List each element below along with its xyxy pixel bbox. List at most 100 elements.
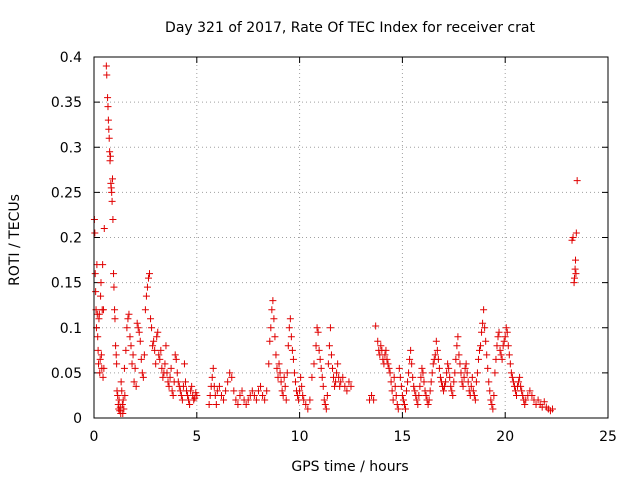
data-point [103,71,111,79]
data-point [480,306,488,314]
data-point [117,378,125,386]
data-point [461,364,469,372]
data-point [257,382,265,390]
data-point [94,333,102,341]
data-point [427,378,435,386]
data-point [451,369,459,377]
data-point [463,369,471,377]
data-point [377,342,385,350]
data-point [453,342,461,350]
data-point [428,369,436,377]
data-point [271,333,279,341]
data-point [119,409,127,417]
data-point [254,387,262,395]
data-point [300,396,308,404]
data-point [128,360,136,368]
data-point [104,103,112,111]
data-point [404,378,412,386]
data-point [424,400,432,408]
y-tick-label: 0.25 [51,185,82,201]
data-point [518,387,526,395]
data-point [179,382,187,390]
data-point [333,369,341,377]
y-tick-label: 0.2 [60,231,82,247]
data-point [162,342,170,350]
data-point [494,333,502,341]
data-point [458,378,466,386]
data-point [91,270,99,278]
data-point [502,324,510,332]
data-point [155,351,163,359]
data-point [133,319,141,327]
data-point [187,387,195,395]
data-point [118,387,126,395]
data-point [108,197,116,205]
data-point [392,391,400,399]
data-point [263,387,271,395]
data-point [100,364,108,372]
data-point [343,387,351,395]
data-point [252,396,260,404]
data-point [323,391,331,399]
data-point [411,387,419,395]
data-point [337,378,345,386]
data-point [109,175,117,183]
data-point [132,382,140,390]
data-point [326,324,334,332]
data-point [266,337,274,345]
data-point [129,351,137,359]
data-point [548,405,556,413]
data-point [106,152,114,160]
data-point [119,396,127,404]
data-point [569,234,577,241]
data-point [384,360,392,368]
data-point [327,351,335,359]
y-axis-label: ROTI / TECUs [7,194,23,286]
data-point [469,387,477,395]
data-point [572,270,580,278]
data-point [105,125,113,133]
data-point [139,373,147,381]
data-point [462,360,470,368]
data-point [489,405,497,413]
data-point [276,369,284,377]
data-point [190,396,198,404]
data-point [456,360,464,368]
data-point [120,405,128,413]
data-point [232,396,240,404]
data-point [161,360,169,368]
data-point [431,351,439,359]
data-point [471,396,479,404]
data-point [440,387,448,395]
data-point [104,94,112,102]
grid-lines [94,57,608,418]
data-point [313,324,321,332]
data-point [242,400,250,408]
data-point [284,342,292,350]
data-point [507,369,515,377]
data-point [122,346,130,354]
data-point [496,346,504,354]
data-point [111,306,119,314]
data-point [95,310,103,318]
data-point [401,405,409,413]
data-point [479,319,487,327]
x-tick-label: 0 [90,429,99,445]
data-point [148,324,156,332]
data-point [106,148,114,156]
data-point [381,351,389,359]
data-point [121,391,129,399]
data-point [149,342,157,350]
data-point [142,292,150,300]
data-point [406,355,414,363]
data-point [268,306,276,314]
y-tick-label: 0.35 [51,95,82,111]
data-point [317,364,325,372]
data-point [492,355,500,363]
data-point [180,360,188,368]
data-point [152,360,160,368]
data-point [238,387,246,395]
data-point [159,373,167,381]
data-point [272,351,280,359]
